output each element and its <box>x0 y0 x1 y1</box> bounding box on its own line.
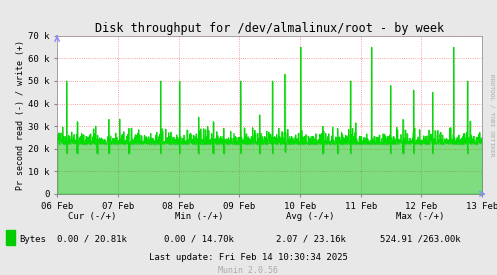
Text: Last update: Fri Feb 14 10:30:34 2025: Last update: Fri Feb 14 10:30:34 2025 <box>149 253 348 262</box>
Text: RRDTOOL / TOBI OETIKER: RRDTOOL / TOBI OETIKER <box>490 74 495 157</box>
Title: Disk throughput for /dev/almalinux/root - by week: Disk throughput for /dev/almalinux/root … <box>95 21 444 35</box>
Text: Max (-/+): Max (-/+) <box>396 212 444 221</box>
Text: 524.91 /263.00k: 524.91 /263.00k <box>380 235 460 244</box>
Text: 0.00 / 14.70k: 0.00 / 14.70k <box>164 235 234 244</box>
Text: Min (-/+): Min (-/+) <box>174 212 223 221</box>
Text: Avg (-/+): Avg (-/+) <box>286 212 335 221</box>
Text: Cur (-/+): Cur (-/+) <box>68 212 116 221</box>
Text: Bytes: Bytes <box>19 235 46 244</box>
Y-axis label: Pr second read (-) / write (+): Pr second read (-) / write (+) <box>16 40 25 190</box>
Text: 0.00 / 20.81k: 0.00 / 20.81k <box>57 235 127 244</box>
Text: Munin 2.0.56: Munin 2.0.56 <box>219 266 278 274</box>
Text: 2.07 / 23.16k: 2.07 / 23.16k <box>276 235 345 244</box>
